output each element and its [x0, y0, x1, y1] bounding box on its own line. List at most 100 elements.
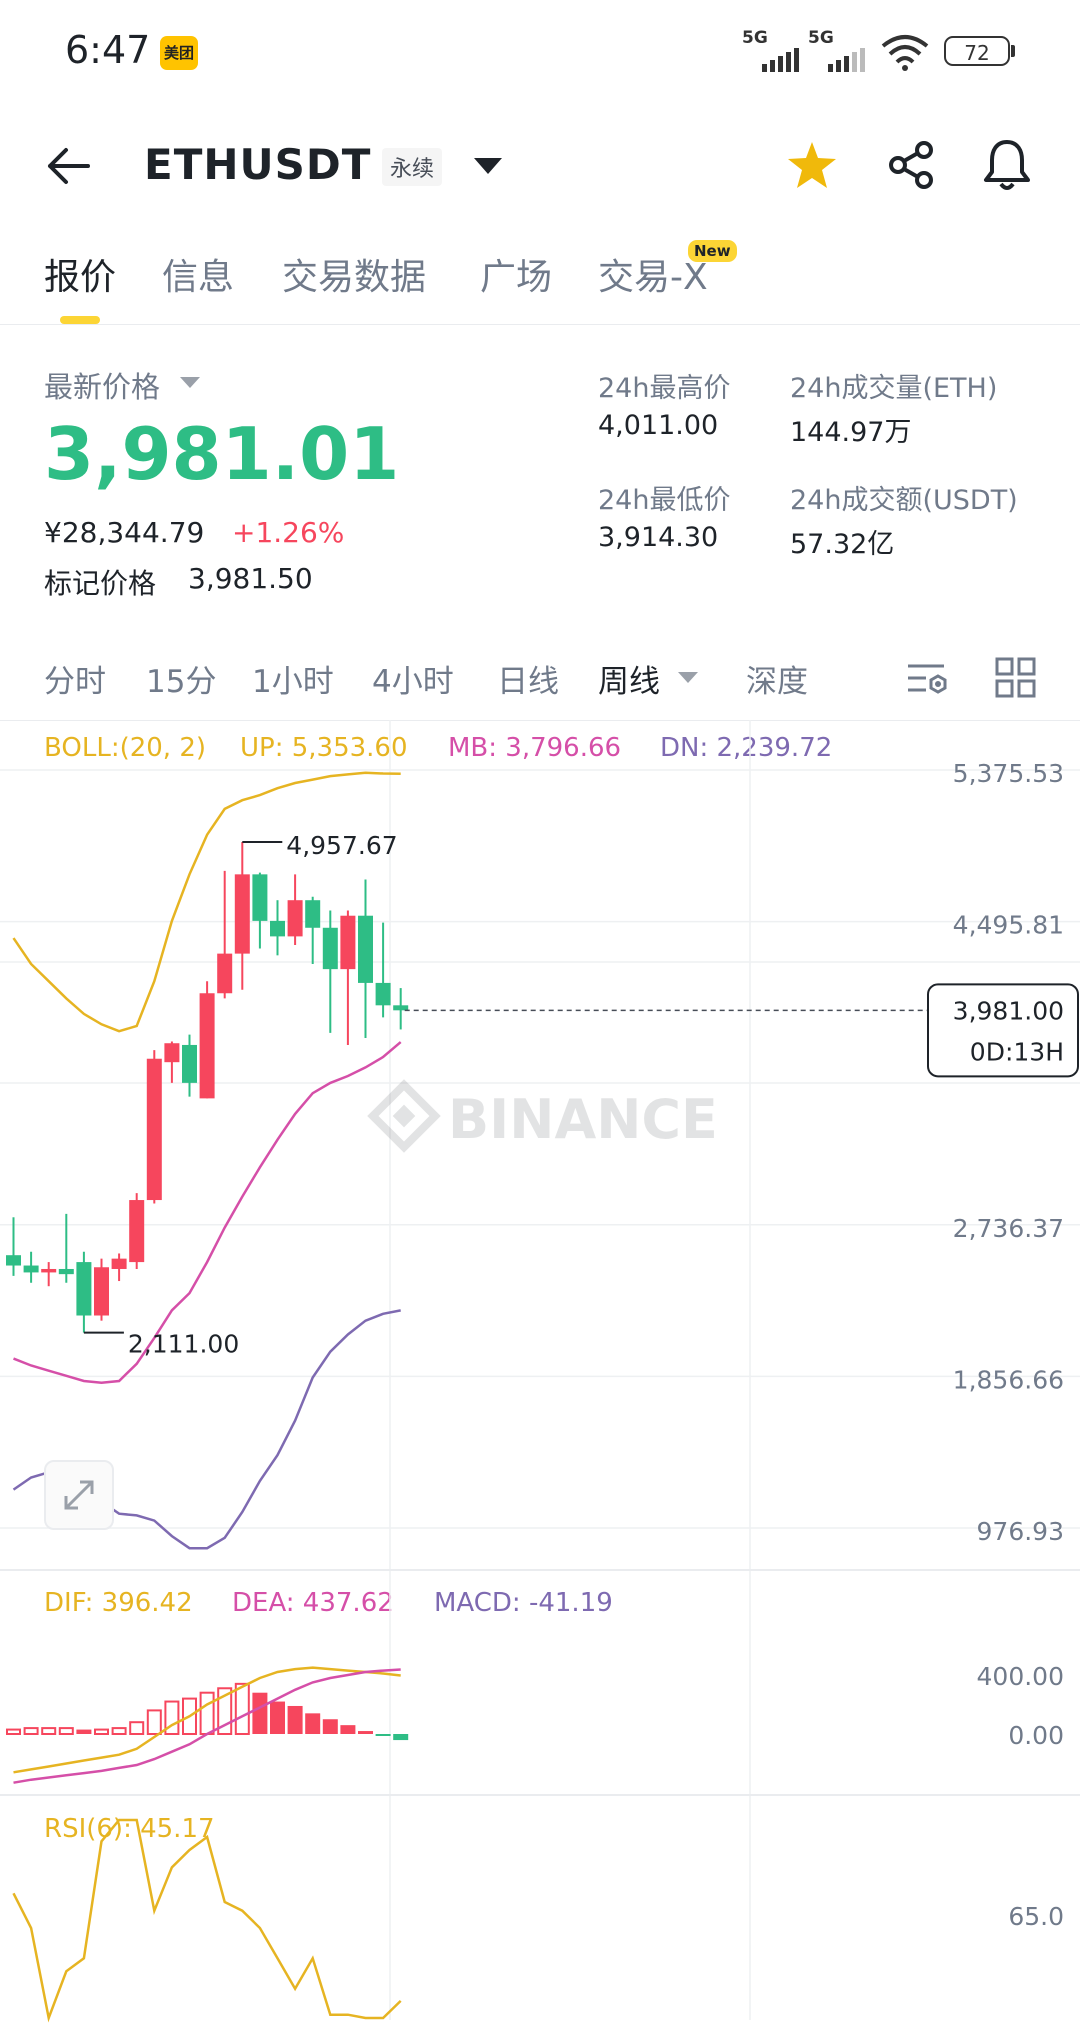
boll-up-value: UP: 5,353.60: [240, 733, 408, 763]
y-tick-label: 1,856.66: [953, 1365, 1064, 1394]
macd-dif-line: [13, 1666, 401, 1774]
binance-watermark: BINANCE: [367, 1079, 718, 1153]
boll-params: BOLL:(20, 2): [44, 733, 207, 763]
layout-grid-icon[interactable]: [994, 656, 1038, 700]
macd-dea-value: DEA: 437.62: [232, 1588, 394, 1618]
high-24h-value: 4,011.00: [598, 410, 719, 441]
battery-tip-icon: [1011, 45, 1015, 57]
tf-15m[interactable]: 15分: [146, 664, 217, 700]
candle-body: [287, 900, 303, 937]
tf-1d[interactable]: 日线: [497, 664, 559, 700]
back-arrow-icon[interactable]: [44, 146, 92, 186]
macd-tick-label: 0.00: [1008, 1721, 1064, 1750]
pair-dropdown-icon[interactable]: [474, 158, 502, 174]
candle-body: [358, 915, 373, 983]
tab-square[interactable]: 广场: [480, 257, 553, 298]
candle-body: [111, 1258, 127, 1269]
share-icon[interactable]: [886, 140, 936, 190]
candle-body: [199, 993, 215, 1099]
volume-usdt-label: 24h成交额(USDT): [790, 485, 1018, 516]
signal-label-1: 5G: [742, 28, 768, 48]
macd-bar: [76, 1729, 92, 1734]
macd-dif-value: DIF: 396.42: [44, 1588, 193, 1618]
macd-value: MACD: -41.19: [434, 1588, 613, 1618]
last-price: 3,981.01: [44, 412, 400, 496]
indicator-lines: [12, 771, 402, 1550]
mark-price-label: 标记价格: [44, 567, 157, 600]
candle-body: [252, 874, 268, 921]
tf-1h[interactable]: 1小时: [252, 664, 334, 700]
candle-body: [217, 953, 233, 994]
tf-more-dropdown-icon[interactable]: [678, 672, 698, 683]
tab-trading-data[interactable]: 交易数据: [282, 257, 427, 298]
low-marker-label: 2,111.00: [128, 1330, 239, 1359]
tab-trade-x[interactable]: 交易-X: [598, 257, 708, 298]
macd-bar: [182, 1697, 197, 1735]
tab-quotes[interactable]: 报价: [44, 257, 117, 298]
macd-dea-line: [13, 1668, 401, 1784]
fullscreen-button[interactable]: [44, 1460, 114, 1530]
signal-bars-2-icon: [828, 48, 868, 72]
low-24h-value: 3,914.30: [598, 522, 719, 553]
price-type-dropdown-icon[interactable]: [180, 377, 200, 388]
new-badge: New: [688, 240, 737, 262]
candle-body: [76, 1262, 92, 1316]
y-tick-label: 4,495.81: [953, 911, 1064, 940]
tf-depth[interactable]: 深度: [746, 664, 808, 700]
candle-body: [41, 1268, 57, 1273]
last-price-label[interactable]: 最新价格: [44, 370, 161, 404]
pair-title[interactable]: ETHUSDT: [144, 140, 372, 189]
macd-bar: [287, 1705, 303, 1734]
macd-bar: [23, 1727, 39, 1735]
y-tick-label: 2,736.37: [953, 1214, 1064, 1243]
countdown-label: 0D:13H: [970, 1037, 1064, 1066]
candle-body: [129, 1200, 145, 1263]
candle-body: [393, 1005, 409, 1011]
candle-body: [305, 900, 321, 928]
axis-ticks: 5,375.53 4,495.81 2,736.37 1,856.66 976.93 40…: [953, 759, 1064, 1931]
battery-indicator: 72: [944, 36, 1010, 66]
macd-bar: [164, 1700, 180, 1735]
macd-histogram: [6, 1666, 409, 2023]
tab-info[interactable]: 信息: [162, 257, 235, 298]
status-bar: 6:47 美团 5G 5G 72: [0, 0, 1080, 100]
boll-mb-value: MB: 3,796.66: [448, 733, 622, 763]
mark-price-value: 3,981.50: [188, 562, 313, 595]
rsi-line: [12, 1818, 402, 2023]
price-change: +1.26%: [232, 516, 345, 549]
y-tick-label: 5,375.53: [953, 759, 1064, 788]
candle-body: [375, 982, 391, 1006]
candle-body: [58, 1268, 74, 1275]
macd-bar: [199, 1691, 215, 1736]
macd-bar: [129, 1721, 145, 1736]
tf-1w[interactable]: 周线: [598, 664, 660, 700]
macd-bar: [58, 1727, 74, 1735]
boll-dn-value: DN: 2,239.72: [660, 733, 833, 763]
favorite-star-icon[interactable]: [786, 140, 838, 190]
candle-body: [146, 1058, 162, 1201]
tf-line[interactable]: 分时: [44, 664, 106, 700]
candle-body: [182, 1044, 197, 1083]
macd-bar: [305, 1713, 321, 1734]
macd-bar: [375, 1734, 391, 1736]
candle-body: [6, 1255, 21, 1266]
signal-label-2: 5G: [808, 28, 834, 48]
macd-bar: [322, 1719, 338, 1734]
tf-4h[interactable]: 4小时: [372, 664, 454, 700]
volume-usdt-value: 57.32亿: [790, 529, 895, 560]
macd-tick-label: 400.00: [977, 1662, 1064, 1691]
active-tab-indicator: [60, 316, 100, 324]
kline-chart[interactable]: BINANCE 4,957.67 2,111.00 3,981.00 0D:13H 5…: [0, 720, 1080, 2040]
indicator-settings-icon[interactable]: [904, 658, 948, 698]
y-tick-label: 976.93: [977, 1517, 1064, 1546]
macd-bar: [358, 1731, 373, 1734]
volume-eth-label: 24h成交量(ETH): [790, 373, 998, 404]
macd-bar: [270, 1701, 285, 1734]
bell-icon[interactable]: [982, 138, 1032, 192]
candle-body: [23, 1265, 39, 1273]
low-24h-label: 24h最低价: [598, 485, 731, 516]
boll-up-line: [12, 771, 401, 1033]
macd-bar: [146, 1709, 162, 1736]
macd-bar: [6, 1728, 21, 1736]
meituan-app-icon: 美团: [160, 36, 198, 70]
